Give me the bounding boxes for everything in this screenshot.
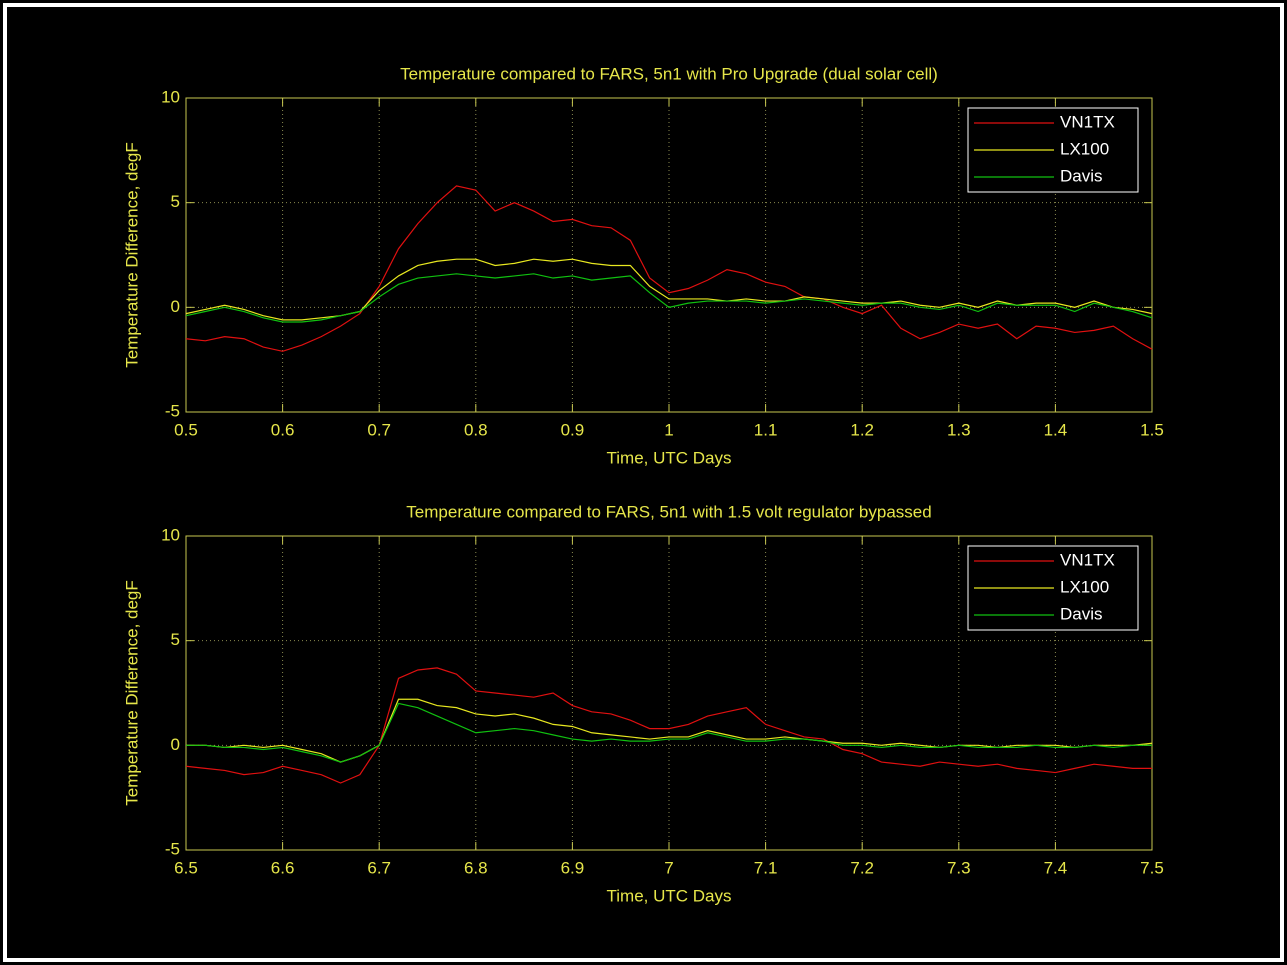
x-tick-label: 6.6 [271, 858, 295, 877]
data-line [185, 273, 1153, 323]
y-tick-label: 10 [161, 87, 180, 106]
chart-title: Temperature compared to FARS, 5n1 with P… [400, 64, 938, 83]
data-line [186, 702, 1152, 763]
x-tick-label: 7.1 [754, 858, 778, 877]
x-tick-label: 6.5 [174, 858, 198, 877]
legend-label: LX100 [1060, 139, 1109, 158]
legend-label: VN1TX [1060, 112, 1115, 131]
y-tick-label: 5 [171, 630, 180, 649]
legend: VN1TX LX100 Davis [967, 107, 1139, 193]
y-tick-label: 5 [171, 192, 180, 211]
x-tick-label: 1.3 [947, 420, 971, 439]
y-axis-label: Temperature Difference, degF [122, 580, 141, 806]
y-tick-label: 0 [171, 297, 180, 316]
x-tick-label: 0.6 [271, 420, 295, 439]
chart-title: Temperature compared to FARS, 5n1 with 1… [406, 502, 931, 521]
x-tick-label: 6.8 [464, 858, 488, 877]
axes-box [185, 535, 1153, 851]
y-tick-label: 10 [161, 525, 180, 544]
x-axis-label: Time, UTC Days [607, 448, 732, 467]
legend-label: LX100 [1060, 577, 1109, 596]
y-tick-label: -5 [165, 839, 180, 858]
x-tick-label: 0.9 [561, 420, 585, 439]
x-tick-label: 1.1 [754, 420, 778, 439]
y-tick-label: -5 [165, 401, 180, 420]
legend: VN1TX LX100 Davis [967, 545, 1139, 631]
y-axis-label: Temperature Difference, degF [122, 142, 141, 368]
x-tick-label: 7.2 [850, 858, 874, 877]
x-tick-label: 7.3 [947, 858, 971, 877]
y-tick-label: 0 [171, 735, 180, 754]
x-tick-label: 1.5 [1140, 420, 1164, 439]
x-axis-label: Time, UTC Days [607, 886, 732, 905]
data-line [185, 667, 1152, 784]
legend-label: VN1TX [1060, 550, 1115, 569]
legend-label: Davis [1060, 604, 1103, 623]
data-line [185, 185, 1153, 352]
legend-label: Davis [1060, 166, 1103, 185]
x-tick-label: 7.4 [1044, 858, 1068, 877]
x-tick-label: 6.9 [561, 858, 585, 877]
x-tick-label: 7 [664, 858, 673, 877]
x-tick-label: 0.5 [174, 420, 198, 439]
x-tick-label: 7.5 [1140, 858, 1164, 877]
x-tick-label: 0.8 [464, 420, 488, 439]
x-tick-label: 1 [664, 420, 673, 439]
axes-box [185, 97, 1153, 413]
x-tick-label: 1.2 [850, 420, 874, 439]
x-tick-label: 1.4 [1044, 420, 1068, 439]
x-tick-label: 0.7 [367, 420, 391, 439]
x-tick-label: 6.7 [367, 858, 391, 877]
